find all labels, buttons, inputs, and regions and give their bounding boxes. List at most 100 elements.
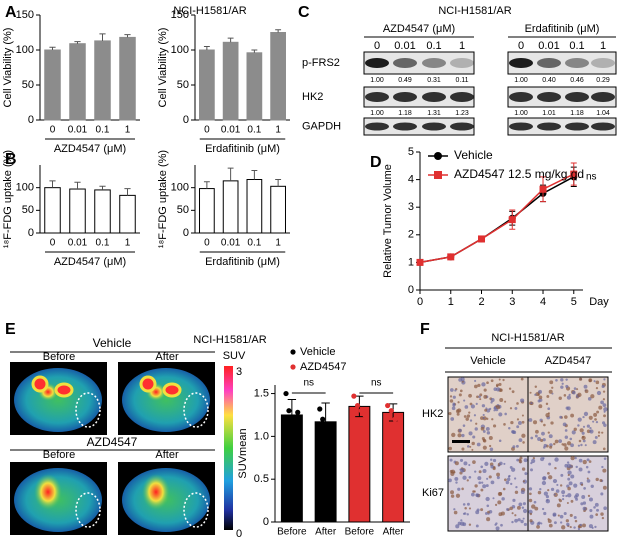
legend-label: AZD4547 12.5 mg/kg qd [454, 167, 584, 181]
ihc-cell [457, 401, 460, 404]
ihc-cell [496, 476, 500, 480]
ihc-cell [518, 438, 523, 442]
ihc-cell [602, 485, 607, 490]
ihc-cell [600, 400, 604, 405]
ihc-cell [550, 487, 555, 492]
error-bar [227, 167, 234, 181]
bar [246, 179, 263, 234]
ihc-cell [574, 495, 578, 499]
ihc-cell [540, 522, 543, 525]
ihc-cell [468, 523, 472, 526]
ihc-cell [490, 465, 494, 469]
ihc-cell [462, 424, 466, 427]
ihc-cell [496, 405, 501, 410]
x-tick-label: 0.01 [68, 125, 88, 136]
x-tick-label: Before [345, 527, 375, 538]
ihc-cell [506, 507, 509, 511]
ihc-cell [511, 520, 514, 524]
blot-dose: 0.01 [538, 40, 559, 52]
ihc-cell [466, 445, 470, 448]
ihc-cell [473, 490, 476, 493]
ihc-cell [577, 444, 581, 447]
x-tick-label: 0.1 [96, 238, 110, 249]
ihc-cell [452, 395, 456, 399]
legend-label: Vehicle [454, 148, 493, 162]
ihc-cell [529, 492, 532, 496]
blot-dose: 1 [600, 40, 606, 52]
error-bar [124, 188, 131, 196]
ihc-cell [537, 393, 540, 396]
ihc-cell [529, 391, 532, 394]
bar [199, 49, 215, 121]
ihc-cell [589, 430, 592, 433]
ihc-cell [498, 512, 503, 517]
ihc-cell [585, 465, 589, 469]
bar [222, 41, 239, 121]
data-point [328, 433, 335, 439]
ihc-cell [454, 476, 459, 481]
ihc-cell [587, 494, 591, 498]
colorbar [224, 366, 233, 530]
ihc-cell [603, 506, 607, 511]
ihc-cell [577, 417, 582, 422]
ihc-cell [603, 414, 606, 418]
data-point [416, 258, 424, 266]
blot-membrane [507, 117, 617, 136]
ihc-cell [486, 477, 489, 480]
pet-body [14, 368, 102, 432]
ihc-cell [570, 456, 575, 461]
x-tick-label: After [315, 527, 337, 538]
bar [280, 414, 303, 523]
ihc-cell [566, 522, 570, 527]
blot-quant: 0.11 [455, 77, 468, 84]
blot-band [537, 92, 561, 102]
ihc-cell [454, 389, 457, 392]
ihc-cell [582, 425, 586, 428]
ihc-cell [494, 503, 498, 507]
x-tick-label: 0 [204, 125, 210, 136]
ihc-cell [554, 457, 559, 462]
ihc-cell [567, 470, 572, 475]
ihc-cell [486, 504, 490, 508]
ihc-cell [502, 487, 506, 491]
ihc-cell [528, 498, 533, 503]
ihc-cell [601, 516, 605, 520]
x-tick-label: 2 [478, 296, 484, 308]
ihc-cell [597, 431, 601, 434]
ihc-cell [476, 395, 479, 399]
ihc-cell [532, 457, 536, 460]
blot-membrane [507, 51, 617, 75]
legend-marker [434, 152, 442, 160]
ihc-cell [530, 436, 534, 440]
ihc-cell [592, 440, 597, 445]
x-tick-label: 0.01 [68, 238, 88, 249]
data-point [362, 412, 368, 418]
ihc-cell [545, 412, 550, 418]
ihc-cell [482, 468, 487, 473]
ihc-cell [498, 378, 501, 381]
ihc-cell [573, 387, 577, 390]
ihc-cell [598, 405, 603, 410]
blot-dose: 0.1 [569, 40, 584, 52]
ihc-cell [603, 423, 607, 427]
y-tick-label: 150 [16, 9, 34, 21]
blot-dose: 1 [459, 40, 465, 52]
ihc-cell [568, 481, 573, 486]
bar [348, 405, 371, 523]
ihc-cell [541, 431, 545, 436]
bar [69, 188, 86, 234]
ihc-cell [564, 429, 568, 432]
ihc-cell [563, 443, 567, 447]
ihc-cell [448, 412, 452, 416]
data-point [283, 390, 289, 397]
blot-band [537, 122, 561, 131]
blot-band [393, 92, 417, 102]
blot-band [537, 58, 561, 68]
x-tick-label: 1 [275, 125, 281, 136]
ihc-cell [565, 494, 568, 498]
ihc-cell [567, 493, 572, 498]
ihc-cell [448, 446, 453, 451]
ihc-cell [569, 437, 573, 441]
ihc-cell [475, 493, 480, 498]
